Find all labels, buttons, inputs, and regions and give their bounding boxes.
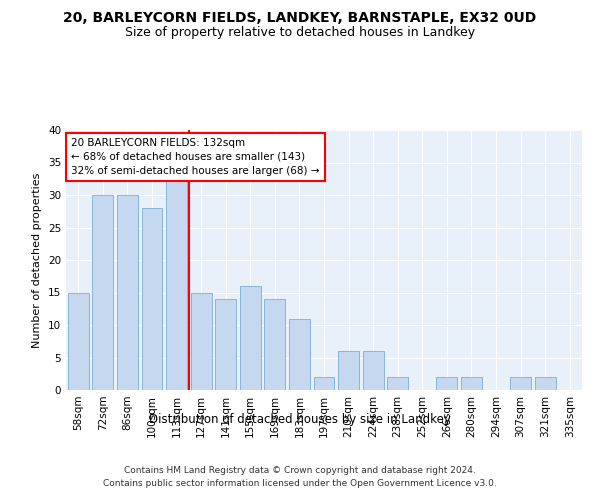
Bar xyxy=(166,176,187,390)
Bar xyxy=(117,195,138,390)
Bar xyxy=(535,377,556,390)
Bar xyxy=(240,286,261,390)
Bar xyxy=(191,292,212,390)
Text: Distribution of detached houses by size in Landkey: Distribution of detached houses by size … xyxy=(149,412,451,426)
Bar xyxy=(265,299,286,390)
Text: 20, BARLEYCORN FIELDS, LANDKEY, BARNSTAPLE, EX32 0UD: 20, BARLEYCORN FIELDS, LANDKEY, BARNSTAP… xyxy=(64,11,536,25)
Text: Contains public sector information licensed under the Open Government Licence v3: Contains public sector information licen… xyxy=(103,479,497,488)
Text: 20 BARLEYCORN FIELDS: 132sqm
← 68% of detached houses are smaller (143)
32% of s: 20 BARLEYCORN FIELDS: 132sqm ← 68% of de… xyxy=(71,138,320,176)
Bar xyxy=(510,377,531,390)
Bar xyxy=(338,351,359,390)
Text: Contains HM Land Registry data © Crown copyright and database right 2024.: Contains HM Land Registry data © Crown c… xyxy=(124,466,476,475)
Bar xyxy=(92,195,113,390)
Bar xyxy=(387,377,408,390)
Bar xyxy=(314,377,334,390)
Bar xyxy=(142,208,163,390)
Bar xyxy=(215,299,236,390)
Y-axis label: Number of detached properties: Number of detached properties xyxy=(32,172,43,348)
Bar xyxy=(436,377,457,390)
Bar xyxy=(362,351,383,390)
Text: Size of property relative to detached houses in Landkey: Size of property relative to detached ho… xyxy=(125,26,475,39)
Bar xyxy=(461,377,482,390)
Bar xyxy=(289,318,310,390)
Bar xyxy=(68,292,89,390)
